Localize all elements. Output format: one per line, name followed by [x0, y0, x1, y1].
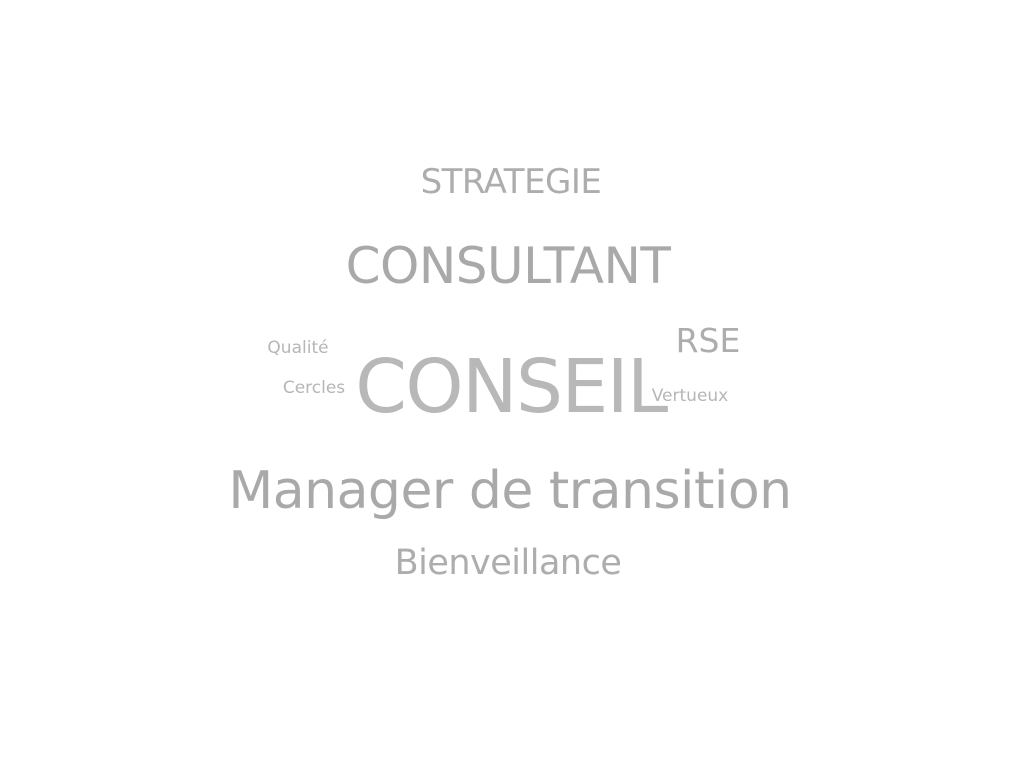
word-strategie: STRATEGIE	[421, 165, 602, 199]
word-conseil: CONSEIL	[355, 350, 667, 424]
word-vertueux: Vertueux	[652, 388, 729, 405]
word-qualite: Qualité	[267, 340, 328, 357]
word-rse: RSE	[676, 324, 741, 357]
word-bienveillance: Bienveillance	[395, 546, 622, 581]
word-cercles: Cercles	[283, 380, 345, 397]
word-manager-de-transition: Manager de transition	[228, 465, 791, 517]
word-consultant: CONSULTANT	[346, 241, 671, 291]
